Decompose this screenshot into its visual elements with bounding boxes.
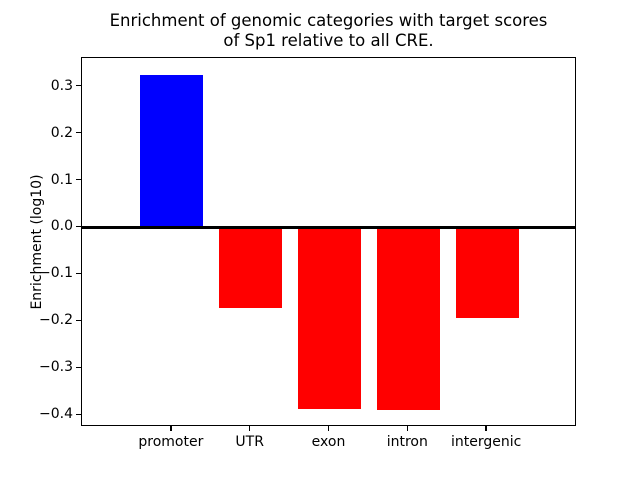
- plot-area: [81, 57, 576, 426]
- y-tick-label: 0.3: [50, 77, 73, 94]
- x-tick-mark: [406, 426, 408, 431]
- zero-line: [82, 225, 575, 229]
- y-tick-mark: [76, 413, 81, 415]
- y-tick-mark: [76, 272, 81, 275]
- bar-UTR: [219, 227, 283, 308]
- x-tick-mark: [327, 426, 330, 431]
- y-tick-mark: [76, 319, 81, 322]
- x-tick-mark: [485, 426, 487, 431]
- y-tick-label: −0.4: [39, 406, 73, 423]
- bar-intron: [376, 227, 440, 411]
- x-tick-label-exon: exon: [311, 434, 346, 450]
- y-tick-label: 0.2: [50, 124, 73, 141]
- y-tick-label: 0.1: [50, 171, 73, 188]
- bar-promoter: [140, 74, 204, 228]
- x-tick-mark: [249, 426, 251, 431]
- x-tick-label-intron: intron: [386, 434, 428, 450]
- y-tick-label: 0.0: [50, 218, 73, 235]
- y-tick-label: −0.2: [39, 312, 73, 329]
- y-tick-label: −0.1: [39, 265, 73, 282]
- y-tick-mark: [76, 131, 81, 134]
- y-tick-mark: [76, 225, 81, 228]
- y-tick-mark: [76, 366, 81, 368]
- chart-title: Enrichment of genomic categories with ta…: [109, 11, 548, 50]
- bar-exon: [297, 227, 362, 410]
- y-tick-mark: [76, 84, 81, 87]
- x-tick-label-promoter: promoter: [138, 434, 204, 450]
- x-tick-label-UTR: UTR: [235, 434, 264, 450]
- x-tick-mark: [170, 426, 172, 431]
- bar-intergenic: [455, 227, 519, 318]
- y-tick-mark: [76, 178, 81, 181]
- y-tick-label: −0.3: [39, 359, 73, 376]
- y-axis-label: Enrichment (log10): [29, 174, 45, 310]
- x-tick-label-intergenic: intergenic: [450, 434, 522, 450]
